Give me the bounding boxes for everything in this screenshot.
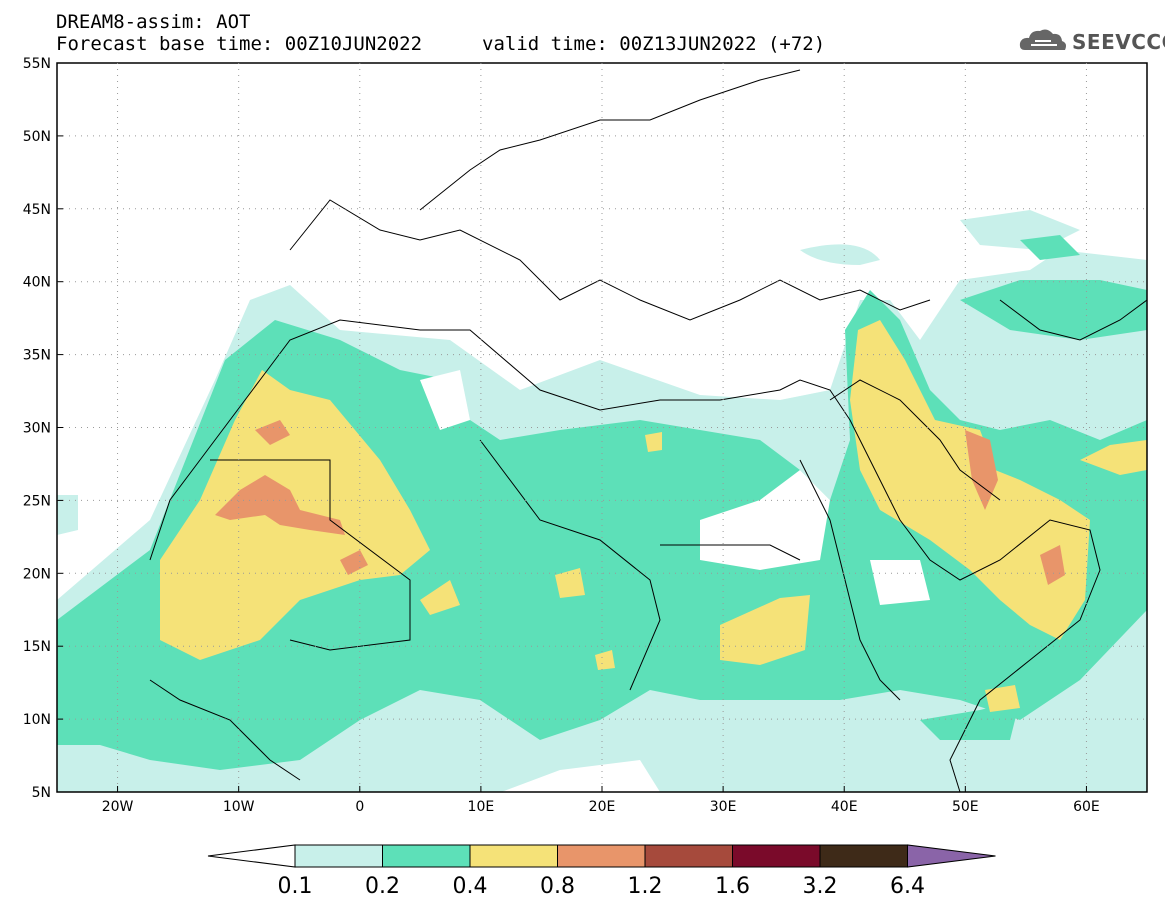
legend-swatch: [382, 844, 471, 868]
legend-swatch: [469, 844, 558, 868]
legend-swatch: [644, 844, 733, 868]
legend-threshold-label: 1.2: [628, 874, 663, 899]
legend-threshold-label: 3.2: [803, 874, 838, 899]
lat-tick-label: 10N: [23, 712, 51, 728]
lat-tick-label: 20N: [23, 566, 51, 582]
lat-tick-label: 25N: [23, 493, 51, 509]
logo-text: SEEVCCC: [1072, 30, 1165, 54]
legend-threshold-label: 1.6: [715, 874, 750, 899]
lon-tick-label: 60E: [1073, 799, 1100, 815]
legend-threshold-label: 6.4: [890, 874, 925, 899]
aot-field: [57, 63, 1147, 792]
legend-swatch: [294, 844, 383, 868]
lon-tick-label: 20W: [102, 799, 134, 815]
legend-threshold-label: 0.1: [278, 874, 313, 899]
lat-tick-label: 30N: [23, 421, 51, 437]
legend-swatch: [557, 844, 646, 868]
lat-tick-label: 50N: [23, 129, 51, 145]
legend-threshold-label: 0.4: [453, 874, 488, 899]
legend-arrow-high: [907, 844, 996, 868]
lat-tick-label: 5N: [32, 785, 51, 801]
lon-tick-label: 10E: [468, 799, 495, 815]
base-time-label: Forecast base time: 00Z10JUN2022: [56, 33, 423, 55]
lon-tick-label: 0: [355, 799, 364, 815]
cloud-icon: [1019, 29, 1066, 50]
legend-threshold-label: 0.2: [365, 874, 400, 899]
legend-threshold-label: 0.8: [540, 874, 575, 899]
lat-tick-label: 55N: [23, 56, 51, 72]
lat-tick-label: 40N: [23, 275, 51, 291]
lon-tick-label: 40E: [831, 799, 858, 815]
lat-tick-label: 35N: [23, 348, 51, 364]
legend-swatch: [819, 844, 908, 868]
valid-time-label: valid time: 00Z13JUN2022 (+72): [482, 33, 826, 55]
lat-tick-label: 15N: [23, 639, 51, 655]
color-legend: 0.1 0.2 0.4 0.8 1.2 1.6 3.2 6.4: [207, 844, 996, 899]
map-axes: 55N 50N 45N 40N 35N 30N 25N 20N 15N 10N 5N 20W 10W 0 1…: [23, 56, 1100, 815]
lon-tick-label: 20E: [589, 799, 616, 815]
legend-swatch: [732, 844, 821, 868]
lon-tick-label: 30E: [710, 799, 737, 815]
lon-tick-label: 50E: [952, 799, 979, 815]
map-title: DREAM8-assim: AOT: [56, 11, 251, 33]
legend-arrow-low: [207, 844, 296, 868]
lon-tick-label: 10W: [223, 799, 255, 815]
lat-tick-label: 45N: [23, 202, 51, 218]
